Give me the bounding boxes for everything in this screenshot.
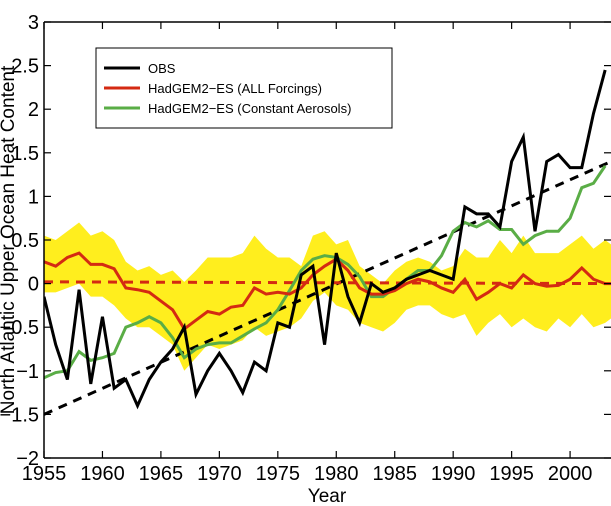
y-tick-label: −1.5 (0, 404, 39, 426)
series-layer (44, 69, 607, 410)
x-tick-label: 1955 (22, 463, 67, 485)
x-tick-label: 2000 (548, 463, 593, 485)
x-tick-label: 1995 (489, 463, 534, 485)
legend-label-hadgem2-es-all-forcings: HadGEM2−ES (ALL Forcings) (148, 81, 322, 96)
x-tick-label: 1975 (256, 463, 301, 485)
y-tick-label: −0.5 (0, 317, 39, 339)
series-line-obs (44, 69, 607, 410)
x-tick-label: 1980 (314, 463, 359, 485)
series-line-hadgem2-es-constant-aerosols (44, 165, 607, 380)
x-tick-label: 1985 (372, 463, 417, 485)
legend: OBS HadGEM2−ES (ALL Forcings) HadGEM2−ES (… (95, 47, 393, 129)
legend-box (95, 47, 393, 129)
y-tick-label: 2.5 (11, 56, 39, 78)
axes-layer: −2 −1.5 −1 −0.5 0 0.5 1 1.5 2 2.5 3 1955 1960 1965 197… (0, 12, 611, 485)
y-tick-label: 0 (28, 274, 39, 296)
legend-label-hadgem2-es-constant-aerosols: HadGEM2−ES (Constant Aerosols) (148, 101, 351, 116)
legend-label-obs: OBS (148, 61, 176, 76)
x-tick-label: 1970 (197, 463, 242, 485)
y-tick-label: 1.5 (11, 143, 39, 165)
y-tick-label: −1 (16, 361, 39, 383)
x-tick-label: 1960 (80, 463, 125, 485)
y-tick-label: −2 (16, 448, 39, 470)
confidence-band-layer (44, 222, 611, 371)
y-tick-label: 2 (28, 99, 39, 121)
x-tick-label: 1990 (431, 463, 476, 485)
y-tick-label: 0.5 (11, 230, 39, 252)
y-tick-label: 3 (28, 12, 39, 34)
x-tick-label: 1965 (139, 463, 184, 485)
ensemble-spread-band (44, 222, 611, 371)
obs-trend-dashed-line (44, 160, 611, 416)
y-tick-label: 1 (28, 186, 39, 208)
y-axis-label: North Atlantic Upper Ocean Heat Content (0, 65, 19, 414)
series-line-hadgem2-es-all-forcings (44, 251, 606, 332)
x-axis-label: Year (308, 486, 347, 506)
